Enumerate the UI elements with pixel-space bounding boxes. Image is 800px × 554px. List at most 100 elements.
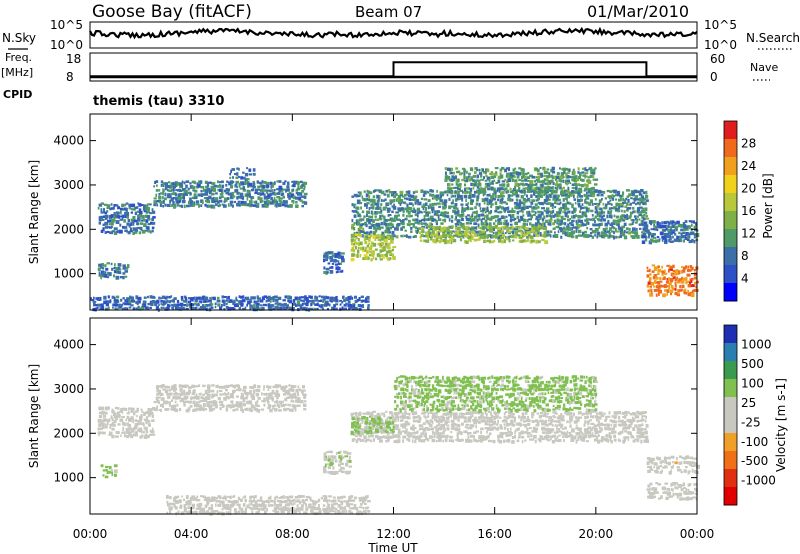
- heatmap-cell-1: [240, 181, 244, 186]
- heatmap-cell-2: [454, 423, 457, 427]
- heatmap-cell-2: [609, 427, 612, 431]
- heatmap-cell-4: [489, 201, 492, 205]
- heatmap-cell-5: [501, 180, 506, 183]
- heatmap-cell-10: [686, 269, 691, 272]
- heatmap-cell-0: [102, 422, 105, 427]
- heatmap-cell-2: [526, 415, 530, 419]
- heatmap-cell-4: [414, 226, 418, 229]
- heatmap-cell-11: [100, 306, 105, 310]
- heatmap-cell-4: [400, 234, 404, 238]
- heatmap-cell-1: [160, 183, 163, 187]
- heatmap-cell-0: [149, 230, 152, 234]
- heatmap-cell-4: [596, 193, 600, 197]
- heatmap-cell-0: [122, 407, 126, 411]
- heatmap-cell-6: [366, 250, 369, 254]
- heatmap-cell-0: [124, 407, 128, 411]
- heatmap-cell-0: [134, 419, 138, 422]
- heatmap-cell-5: [486, 182, 491, 187]
- heatmap-cell-1: [218, 385, 222, 389]
- heatmap-cell-4: [505, 222, 509, 226]
- heatmap-cell-4: [460, 203, 464, 206]
- heatmap-cell-3: [482, 376, 485, 380]
- heatmap-cell-1: [200, 185, 204, 189]
- heatmap-cell-0: [109, 423, 113, 427]
- heatmap-cell-5: [541, 187, 544, 190]
- heatmap-cell-0: [117, 423, 121, 426]
- heatmap-cell-1: [301, 200, 305, 204]
- heatmap-cell-1: [208, 385, 210, 389]
- heatmap-cell-4: [436, 213, 439, 217]
- heatmap-cell-5: [447, 167, 450, 171]
- heatmap-cell-9: [680, 228, 684, 232]
- heatmap-cell-11: [229, 299, 233, 303]
- heatmap-cell-11: [200, 300, 203, 304]
- heatmap-cell-10: [650, 289, 653, 294]
- heatmap-cell-2: [517, 422, 521, 427]
- heatmap-cell-3: [450, 403, 453, 407]
- heatmap-cell-5: [501, 183, 506, 187]
- heatmap-cell-3: [465, 393, 468, 397]
- heatmap-cell-2: [386, 432, 390, 436]
- heatmap-cell-11: [168, 304, 171, 308]
- heatmap-cell-0: [98, 221, 101, 225]
- heatmap-cell-1: [257, 385, 261, 389]
- heatmap-cell-2: [613, 438, 617, 442]
- heatmap-cell-0: [134, 431, 138, 435]
- heatmap-cell-9: [678, 236, 682, 239]
- heatmap-cell-1: [227, 203, 230, 207]
- heatmap-cell-4: [431, 223, 434, 226]
- heatmap-cell-9: [691, 238, 694, 243]
- heatmap-cell-4: [470, 201, 474, 205]
- heatmap-cell-1: [211, 384, 215, 387]
- heatmap-cell-4: [511, 207, 514, 210]
- heatmap-cell-11: [345, 299, 350, 302]
- heatmap-cell-3: [466, 408, 469, 412]
- heatmap-cell-3: [98, 263, 102, 267]
- heatmap-cell-2: [446, 424, 450, 427]
- heatmap-cell-4: [351, 195, 355, 198]
- heatmap-cell-1: [288, 395, 293, 399]
- heatmap-cell-9: [682, 239, 685, 243]
- heatmap-cell-4: [418, 222, 421, 225]
- heatmap-cell-11: [154, 300, 158, 303]
- heatmap-cell-11: [307, 299, 309, 303]
- heatmap-cell-4: [446, 231, 451, 234]
- heatmap-cell-0: [134, 410, 139, 413]
- heatmap-cell-4: [444, 211, 447, 215]
- heatmap-cell-11: [180, 306, 185, 311]
- heatmap-cell-10: [687, 292, 691, 297]
- heatmap-cell-7: [508, 238, 511, 243]
- heatmap-cell-2: [452, 439, 455, 443]
- heatmap-cell-1: [181, 180, 184, 184]
- heatmap-cell-4: [632, 231, 636, 234]
- heatmap-cell-3: [433, 392, 437, 397]
- heatmap-cell-4: [459, 214, 464, 218]
- heatmap-cell-4: [621, 225, 626, 229]
- heatmap-cell-9: [661, 221, 664, 225]
- heatmap-cell-11: [314, 295, 317, 300]
- heatmap-cell-2: [376, 424, 379, 428]
- heatmap-cell-4: [357, 227, 361, 232]
- heatmap-cell-0: [102, 227, 105, 232]
- heatmap-cell-11: [282, 303, 285, 307]
- heatmap-cell-4: [553, 219, 557, 224]
- heatmap-cell-3: [408, 399, 411, 404]
- heatmap-cell-4: [485, 222, 489, 226]
- heatmap-cell-1: [243, 390, 247, 394]
- heatmap-cell-1: [202, 397, 207, 401]
- heatmap-cell-4: [558, 211, 562, 215]
- heatmap-cell-2: [509, 415, 512, 419]
- heatmap-cell-7: [482, 235, 486, 240]
- heatmap-cell-3: [400, 403, 404, 406]
- heatmap-cell-5: [457, 187, 461, 191]
- heatmap-cell-1: [246, 180, 250, 184]
- heatmap-cell-1: [170, 182, 174, 186]
- heatmap-cell-3: [117, 263, 122, 267]
- heatmap-cell-2: [552, 434, 556, 438]
- heatmap-cell-10: [657, 285, 661, 290]
- heatmap-cell-4: [596, 206, 598, 211]
- heatmap-cell-9: [644, 221, 646, 225]
- heatmap-cell-1: [267, 388, 270, 391]
- heatmap-cell-1: [295, 196, 299, 200]
- heatmap-cell-7: [427, 229, 431, 233]
